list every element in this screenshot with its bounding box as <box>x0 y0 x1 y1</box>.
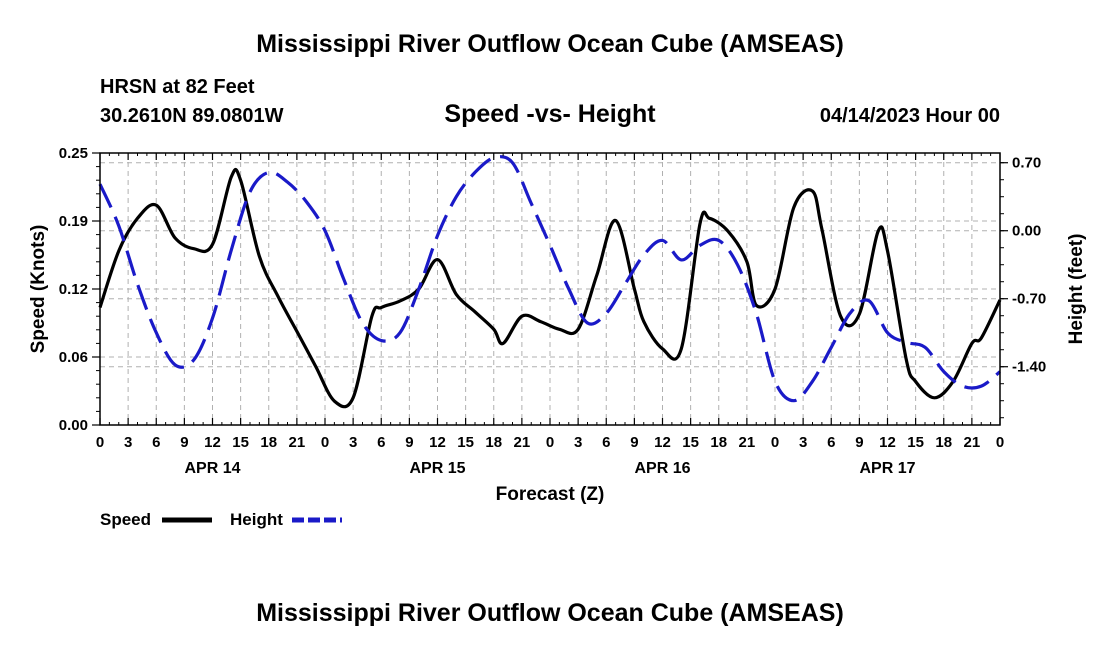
x-tick-label: 12 <box>204 434 221 451</box>
x-tick-label: 21 <box>739 434 756 451</box>
x-tick-label: 18 <box>935 434 952 451</box>
x-tick-label: 18 <box>260 434 277 451</box>
x-tick-label: 3 <box>349 434 357 451</box>
x-tick-label: 15 <box>232 434 249 451</box>
legend-speed-label: Speed <box>100 510 151 529</box>
x-day-label: APR 16 <box>634 460 690 477</box>
x-tick-label: 0 <box>546 434 554 451</box>
x-tick-label: 18 <box>710 434 727 451</box>
grid <box>100 153 1000 425</box>
x-tick-label: 0 <box>96 434 104 451</box>
legend: Speed Height <box>100 510 342 529</box>
x-tick-label: 6 <box>827 434 835 451</box>
x-day-label: APR 15 <box>409 460 465 477</box>
x-tick-label: 0 <box>996 434 1004 451</box>
y2-tick-label: -1.40 <box>1012 359 1046 376</box>
y-axis-title: Speed (Knots) <box>28 225 49 354</box>
axes: 0 3 6 9 12 15 18 21 0 3 6 9 12 15 18 21 0 3 6 9 12 15 18 21 0 3 6 9… <box>59 145 1046 477</box>
x-tick-label: 6 <box>602 434 610 451</box>
legend-height-label: Height <box>230 510 283 529</box>
x-tick-label: 0 <box>771 434 779 451</box>
x-day-label: APR 17 <box>859 460 915 477</box>
footer-title: Mississippi River Outflow Ocean Cube (AM… <box>256 599 844 627</box>
y-tick-label: 0.00 <box>59 417 88 434</box>
x-tick-label: 21 <box>289 434 306 451</box>
y2-tick-label: 0.00 <box>1012 223 1041 240</box>
x-tick-label: 0 <box>321 434 329 451</box>
x-tick-label: 15 <box>907 434 924 451</box>
y-tick-label: 0.19 <box>59 213 88 230</box>
x-tick-label: 12 <box>654 434 671 451</box>
x-tick-label: 9 <box>180 434 188 451</box>
x-tick-label: 15 <box>457 434 474 451</box>
x-tick-label: 3 <box>124 434 132 451</box>
x-tick-label: 3 <box>574 434 582 451</box>
y-tick-label: 0.12 <box>59 281 88 298</box>
station-coordinates: 30.2610N 89.0801W <box>100 105 284 127</box>
x-tick-label: 6 <box>152 434 160 451</box>
y-tick-label: 0.25 <box>59 145 88 162</box>
y-tick-label: 0.06 <box>59 349 88 366</box>
series-line-speed <box>98 167 1002 409</box>
x-axis-title: Forecast (Z) <box>496 484 605 505</box>
x-tick-label: 12 <box>429 434 446 451</box>
y2-axis-title: Height (feet) <box>1066 234 1087 345</box>
x-tick-label: 18 <box>485 434 502 451</box>
x-tick-label: 12 <box>879 434 896 451</box>
chart-title: Mississippi River Outflow Ocean Cube (AM… <box>256 30 844 58</box>
y2-tick-label: 0.70 <box>1012 155 1041 172</box>
x-day-label: APR 14 <box>184 460 240 477</box>
chart-subtitle: Speed -vs- Height <box>444 100 656 128</box>
x-tick-label: 15 <box>682 434 699 451</box>
speed-height-chart: 0 3 6 9 12 15 18 21 0 3 6 9 12 15 18 21 0 3 6 9 12 15 18 21 0 3 6 9… <box>28 145 1087 529</box>
x-tick-label: 6 <box>377 434 385 451</box>
y2-tick-label: -0.70 <box>1012 291 1046 308</box>
forecast-datetime: 04/14/2023 Hour 00 <box>819 105 1000 127</box>
x-tick-label: 21 <box>964 434 981 451</box>
series-layer <box>98 155 1002 409</box>
x-tick-label: 3 <box>799 434 807 451</box>
station-label: HRSN at 82 Feet <box>100 76 255 98</box>
x-tick-label: 9 <box>405 434 413 451</box>
x-tick-label: 9 <box>855 434 863 451</box>
x-tick-label: 9 <box>630 434 638 451</box>
x-tick-label: 21 <box>514 434 531 451</box>
series-line-height <box>98 155 1002 403</box>
